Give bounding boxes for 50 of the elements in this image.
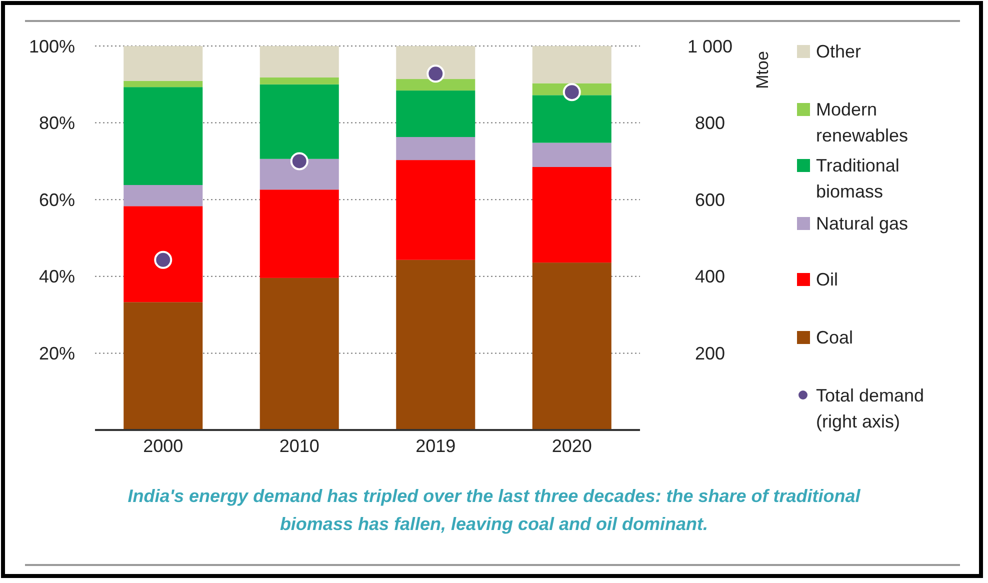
y-tick-label: 20% [38, 344, 75, 364]
x-tick-label: 2010 [279, 436, 320, 456]
y2-tick-label: 1 000 [687, 36, 733, 56]
y-tick-label: 80% [38, 113, 75, 134]
y-tick-label: 60% [38, 190, 75, 210]
legend-label: Other [816, 41, 862, 62]
y2-tick-label: 600 [694, 190, 726, 210]
bar [124, 185, 203, 206]
bar [124, 87, 203, 186]
x-tick-label: 2020 [552, 436, 592, 456]
bar [532, 166, 612, 263]
bar [124, 80, 203, 88]
bar [124, 206, 203, 302]
y2-tick-label: 800 [694, 113, 726, 134]
bar [396, 137, 476, 160]
y2-axis-title: Mtoe [752, 51, 772, 89]
bar [396, 90, 476, 138]
x-tick-label: 2019 [416, 436, 456, 456]
point [154, 250, 172, 269]
bar [260, 158, 339, 190]
bar [124, 302, 203, 430]
x-tick-label: 2000 [143, 436, 184, 456]
legend-label: Total demand (right axis) [816, 385, 924, 432]
point [290, 152, 308, 170]
bar [124, 46, 203, 81]
bar [532, 95, 612, 143]
bar [396, 79, 476, 91]
y-tick-label: 100% [28, 36, 75, 56]
bar [532, 142, 612, 167]
point [562, 83, 581, 102]
bar [396, 46, 476, 80]
point [426, 64, 445, 83]
bar [396, 260, 476, 430]
legend-label: Coal [816, 327, 854, 348]
bar [260, 190, 339, 278]
bar [260, 77, 339, 84]
y2-tick-label: 400 [694, 266, 726, 287]
bar [396, 160, 476, 260]
bar [532, 262, 612, 430]
text: India's energy demand has tripled over the last three decades: the share of traditional biomass has fallen, leaving coal and oil dominant. [128, 486, 862, 534]
legend-label: Oil [816, 269, 838, 290]
y-tick-label: 40% [38, 266, 75, 287]
bar [532, 46, 612, 84]
bar [260, 46, 339, 78]
legend-label: Traditional biomass [816, 155, 900, 202]
legend-label: Modern renewables [816, 99, 908, 146]
y2-tick-label: 200 [694, 344, 726, 364]
bar [260, 278, 339, 430]
legend-label: Natural gas [816, 213, 908, 234]
bar [260, 84, 339, 159]
